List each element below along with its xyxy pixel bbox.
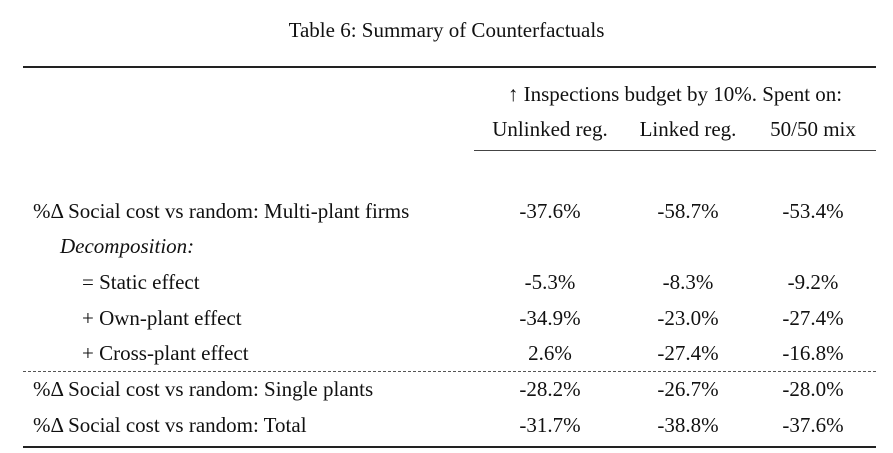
table-cell: -27.4% bbox=[782, 306, 844, 330]
table-cell: -16.8% bbox=[782, 341, 844, 365]
row-label-decomposition: Decomposition: bbox=[60, 234, 195, 258]
top-rule bbox=[23, 66, 876, 68]
column-group-header: ↑ Inspections budget by 10%. Spent on: bbox=[507, 82, 843, 106]
table-cell: -28.2% bbox=[519, 377, 581, 401]
table-cell: -31.7% bbox=[519, 413, 581, 437]
row-label-total: %Δ Social cost vs random: Total bbox=[33, 413, 307, 437]
row-label-own-plant-effect: + Own-plant effect bbox=[82, 306, 242, 330]
table-cell: -5.3% bbox=[524, 270, 576, 294]
table-cell: -28.0% bbox=[782, 377, 844, 401]
row-label-static-effect: = Static effect bbox=[82, 270, 200, 294]
column-header-mix: 50/50 mix bbox=[770, 117, 856, 141]
table-cell: 2.6% bbox=[528, 341, 572, 365]
table-cell: -34.9% bbox=[519, 306, 581, 330]
bottom-rule bbox=[23, 446, 876, 448]
table-cell: -23.0% bbox=[657, 306, 719, 330]
table-cell: -53.4% bbox=[782, 199, 844, 223]
table-cell: -26.7% bbox=[657, 377, 719, 401]
table-cell: -27.4% bbox=[657, 341, 719, 365]
table-cell: -8.3% bbox=[662, 270, 714, 294]
table-cell: -9.2% bbox=[787, 270, 839, 294]
row-label-multi-plant: %Δ Social cost vs random: Multi-plant fi… bbox=[33, 199, 410, 223]
table-cell: -37.6% bbox=[519, 199, 581, 223]
table-caption: Table 6: Summary of Counterfactuals bbox=[288, 18, 605, 42]
column-header-linked: Linked reg. bbox=[639, 117, 737, 141]
table-cell: -37.6% bbox=[782, 413, 844, 437]
header-underline-rule bbox=[474, 150, 876, 151]
row-label-cross-plant-effect: + Cross-plant effect bbox=[82, 341, 249, 365]
dashed-separator-rule bbox=[23, 371, 876, 372]
table-cell: -58.7% bbox=[657, 199, 719, 223]
table-cell: -38.8% bbox=[657, 413, 719, 437]
row-label-single-plants: %Δ Social cost vs random: Single plants bbox=[33, 377, 374, 401]
column-header-unlinked: Unlinked reg. bbox=[492, 117, 608, 141]
